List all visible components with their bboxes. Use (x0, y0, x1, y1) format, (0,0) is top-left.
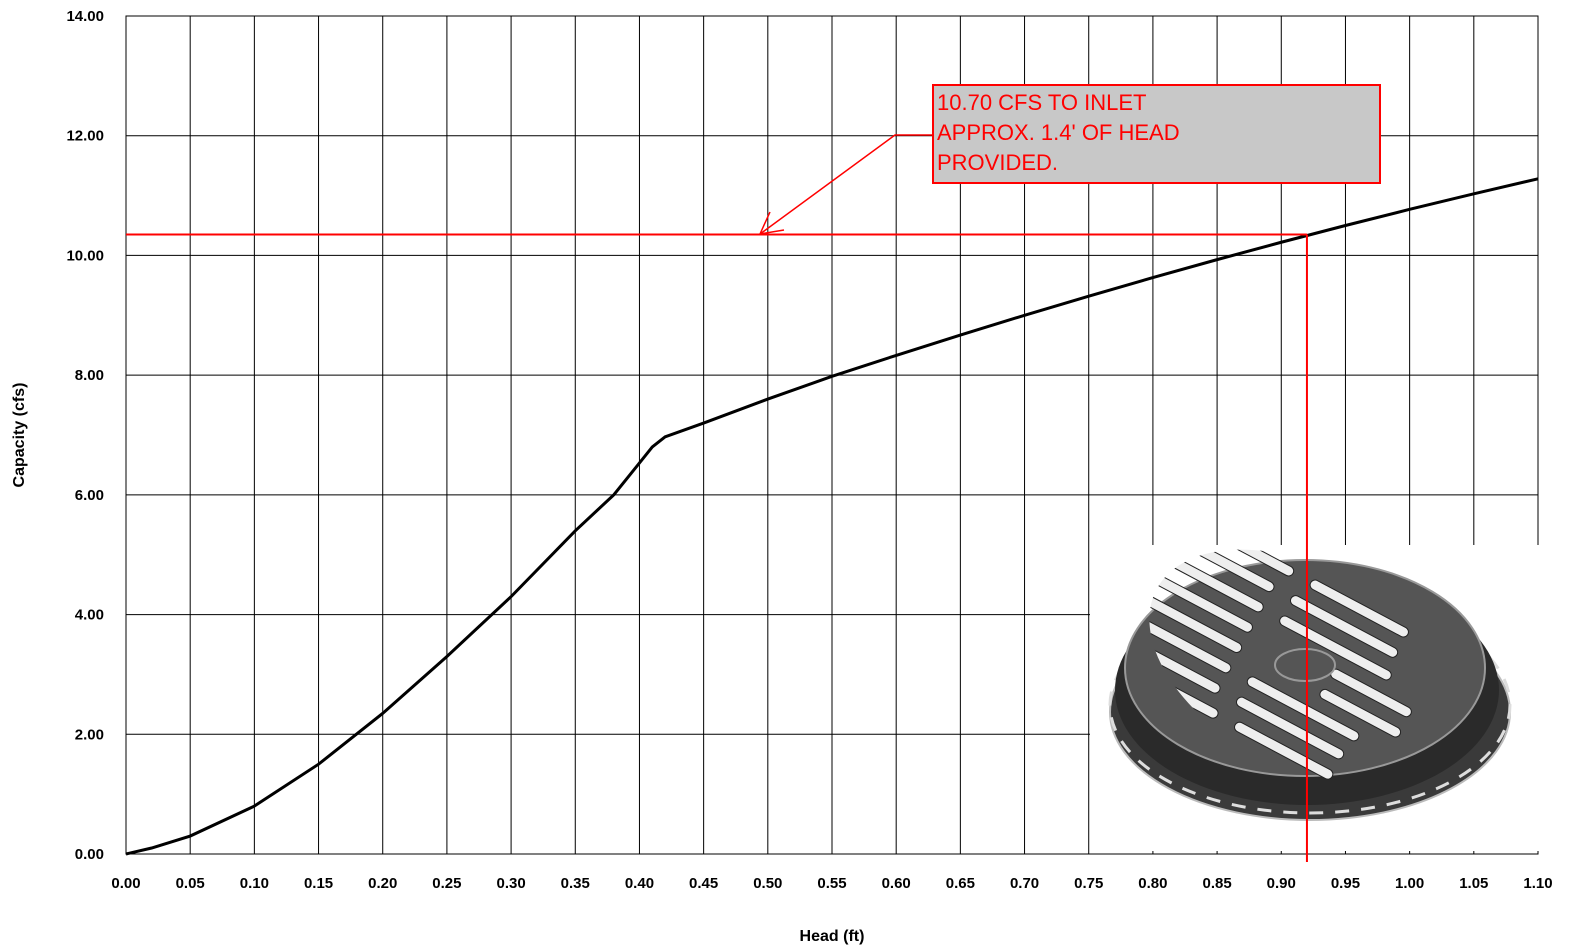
x-axis-label: Head (ft) (800, 928, 865, 945)
x-tick-label: 0.90 (1267, 875, 1296, 892)
y-axis-label: Capacity (cfs) (11, 383, 28, 488)
annotation-leader (760, 135, 933, 234)
x-tick-label: 1.05 (1459, 875, 1488, 892)
annotation-line: PROVIDED. (937, 150, 1058, 175)
y-tick-label: 0.00 (75, 846, 104, 863)
x-tick-label: 0.85 (1202, 875, 1231, 892)
x-tick-label: 0.20 (368, 875, 397, 892)
x-tick-label: 0.40 (625, 875, 654, 892)
grate-image (1090, 508, 1552, 851)
y-tick-label: 12.00 (66, 128, 104, 145)
x-tick-label: 0.45 (689, 875, 718, 892)
x-tick-label: 0.00 (111, 875, 140, 892)
x-tick-label: 0.35 (561, 875, 590, 892)
x-tick-label: 0.80 (1138, 875, 1167, 892)
y-tick-label: 8.00 (75, 367, 104, 384)
x-tick-label: 0.05 (176, 875, 205, 892)
x-tick-label: 0.15 (304, 875, 333, 892)
x-tick-label: 0.10 (240, 875, 269, 892)
y-tick-label: 14.00 (66, 8, 104, 25)
x-tick-label: 0.95 (1331, 875, 1360, 892)
x-tick-label: 1.00 (1395, 875, 1424, 892)
y-tick-label: 6.00 (75, 487, 104, 504)
x-tick-label: 0.55 (817, 875, 846, 892)
y-tick-label: 2.00 (75, 726, 104, 743)
x-tick-label: 0.75 (1074, 875, 1103, 892)
x-tick-label: 1.10 (1523, 875, 1552, 892)
x-tick-label: 0.60 (882, 875, 911, 892)
x-tick-label: 0.65 (946, 875, 975, 892)
annotation-line: 10.70 CFS TO INLET (937, 90, 1147, 115)
y-tick-label: 4.00 (75, 607, 104, 624)
x-tick-label: 0.70 (1010, 875, 1039, 892)
chart: 0.00 2.00 4.00 6.00 8.00 10.00 12.00 14.00 0.00 0… (0, 0, 1570, 952)
x-tick-label: 0.30 (496, 875, 525, 892)
x-tick-label: 0.25 (432, 875, 461, 892)
x-tick-label: 0.50 (753, 875, 782, 892)
y-tick-label: 10.00 (66, 247, 104, 264)
annotation-line: APPROX. 1.4' OF HEAD (937, 120, 1180, 145)
